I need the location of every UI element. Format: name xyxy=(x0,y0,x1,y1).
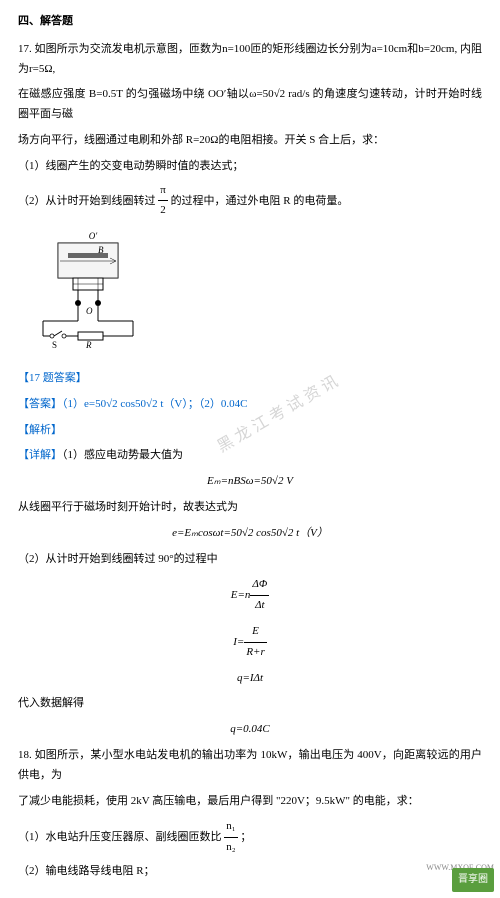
detail-section: 【详解】（1）感应电动势最大值为 xyxy=(18,446,482,466)
circuit-diagram: O′ B O S R xyxy=(38,231,482,359)
problem-18-statement: 18. 如图所示，某小型水电站发电机的输出功率为 10kW，输出电压为 400V… xyxy=(18,746,482,786)
formula-q: q=IΔt xyxy=(18,669,482,689)
corner-badge: 晋享圈 xyxy=(452,868,494,892)
answer-17: 【答案】（1）e=50√2 cos50√2 t（V）；（2）0.04C xyxy=(18,395,482,415)
formula-big-e: E=n ΔΦ Δt xyxy=(18,575,482,616)
answer-header-17: 【17 题答案】 xyxy=(18,369,482,389)
answer-content: （1）e=50√2 cos50√2 t（V）；（2）0.04C xyxy=(62,398,247,410)
formula-e: e=Eₘcosωt=50√2 cos50√2 t（V） xyxy=(18,524,482,544)
problem-text-1: 如图所示为交流发电机示意图，匝数为n=100匝的矩形线圈边长分别为a=10cm和… xyxy=(18,43,482,75)
line-plane-text: 从线圈平行于磁场时刻开始计时，故表达式为 xyxy=(18,498,482,518)
circuit-svg: O′ B O S R xyxy=(38,231,148,351)
e-den: Δt xyxy=(250,596,269,616)
detail-1-text: （1）感应电动势最大值为 xyxy=(62,449,183,461)
p18-sub-q1: （1）水电站升压变压器原、副线圈匝数比 n₁ n₂ ； xyxy=(18,817,482,858)
analysis-label: 【解析】 xyxy=(18,421,482,441)
formula-e-frac: ΔΦ Δt xyxy=(250,575,269,616)
label-o-prime: O′ xyxy=(89,231,98,241)
q2-frac-den: 2 xyxy=(158,201,168,221)
problem-17-statement: 17. 如图所示为交流发电机示意图，匝数为n=100匝的矩形线圈边长分别为a=1… xyxy=(18,40,482,80)
formula-e-prefix: E=n xyxy=(231,589,251,601)
formula-i: I= E R+r xyxy=(18,622,482,663)
p18-q1-num: n₁ xyxy=(224,817,237,838)
q2-fraction: π 2 xyxy=(158,181,168,222)
p18-q1-den: n₂ xyxy=(224,838,237,858)
p18-q1-frac: n₁ n₂ xyxy=(224,817,237,858)
i-den: R+r xyxy=(244,643,266,663)
sub-q2: （2）从计时开始到线圈转过 π 2 的过程中，通过外电阻 R 的电荷量。 xyxy=(18,181,482,222)
e-num: ΔΦ xyxy=(250,575,269,596)
q2-prefix: （2）从计时开始到线圈转过 xyxy=(18,194,156,206)
label-r: R xyxy=(85,340,92,350)
formula-em: Eₘ=nBSω=50√2 V xyxy=(18,472,482,492)
p18-q1-suffix: ； xyxy=(240,831,251,843)
problem-number: 17. xyxy=(18,43,32,55)
i-num: E xyxy=(244,622,266,643)
label-o: O xyxy=(86,306,93,316)
formula-i-prefix: I= xyxy=(233,636,244,648)
sub-q1: （1）线圈产生的交变电动势瞬时值的表达式； xyxy=(18,157,482,177)
p18-q1-prefix: （1）水电站升压变压器原、副线圈匝数比 xyxy=(18,831,222,843)
formula-result: q=0.04C xyxy=(18,720,482,740)
problem-18-text-2: 了减少电能损耗，使用 2kV 高压输电，最后用户得到 "220V；9.5kW" … xyxy=(18,792,482,812)
problem-text-3: 场方向平行，线圈通过电刷和外部 R=20Ω的电阻相接。开关 S 合上后，求： xyxy=(18,131,482,151)
p18-sub-q2: （2）输电线路导线电阻 R； xyxy=(18,862,482,882)
q2-suffix: 的过程中，通过外电阻 R 的电荷量。 xyxy=(171,194,349,206)
section-title: 四、解答题 xyxy=(18,12,482,32)
substitute-text: 代入数据解得 xyxy=(18,694,482,714)
problem-18-number: 18. xyxy=(18,749,32,761)
formula-i-frac: E R+r xyxy=(244,622,266,663)
label-s: S xyxy=(52,340,57,350)
label-b: B xyxy=(98,245,104,255)
answer-label: 【答案】 xyxy=(18,398,62,410)
detail-2-text: （2）从计时开始到线圈转过 90°的过程中 xyxy=(18,550,482,570)
problem-text-2: 在磁感应强度 B=0.5T 的匀强磁场中绕 OO′轴以ω=50√2 rad/s … xyxy=(18,85,482,125)
detail-label: 【详解】 xyxy=(18,449,62,461)
problem-18-text-1: 如图所示，某小型水电站发电机的输出功率为 10kW，输出电压为 400V，向距离… xyxy=(18,749,482,781)
q2-frac-num: π xyxy=(158,181,168,202)
